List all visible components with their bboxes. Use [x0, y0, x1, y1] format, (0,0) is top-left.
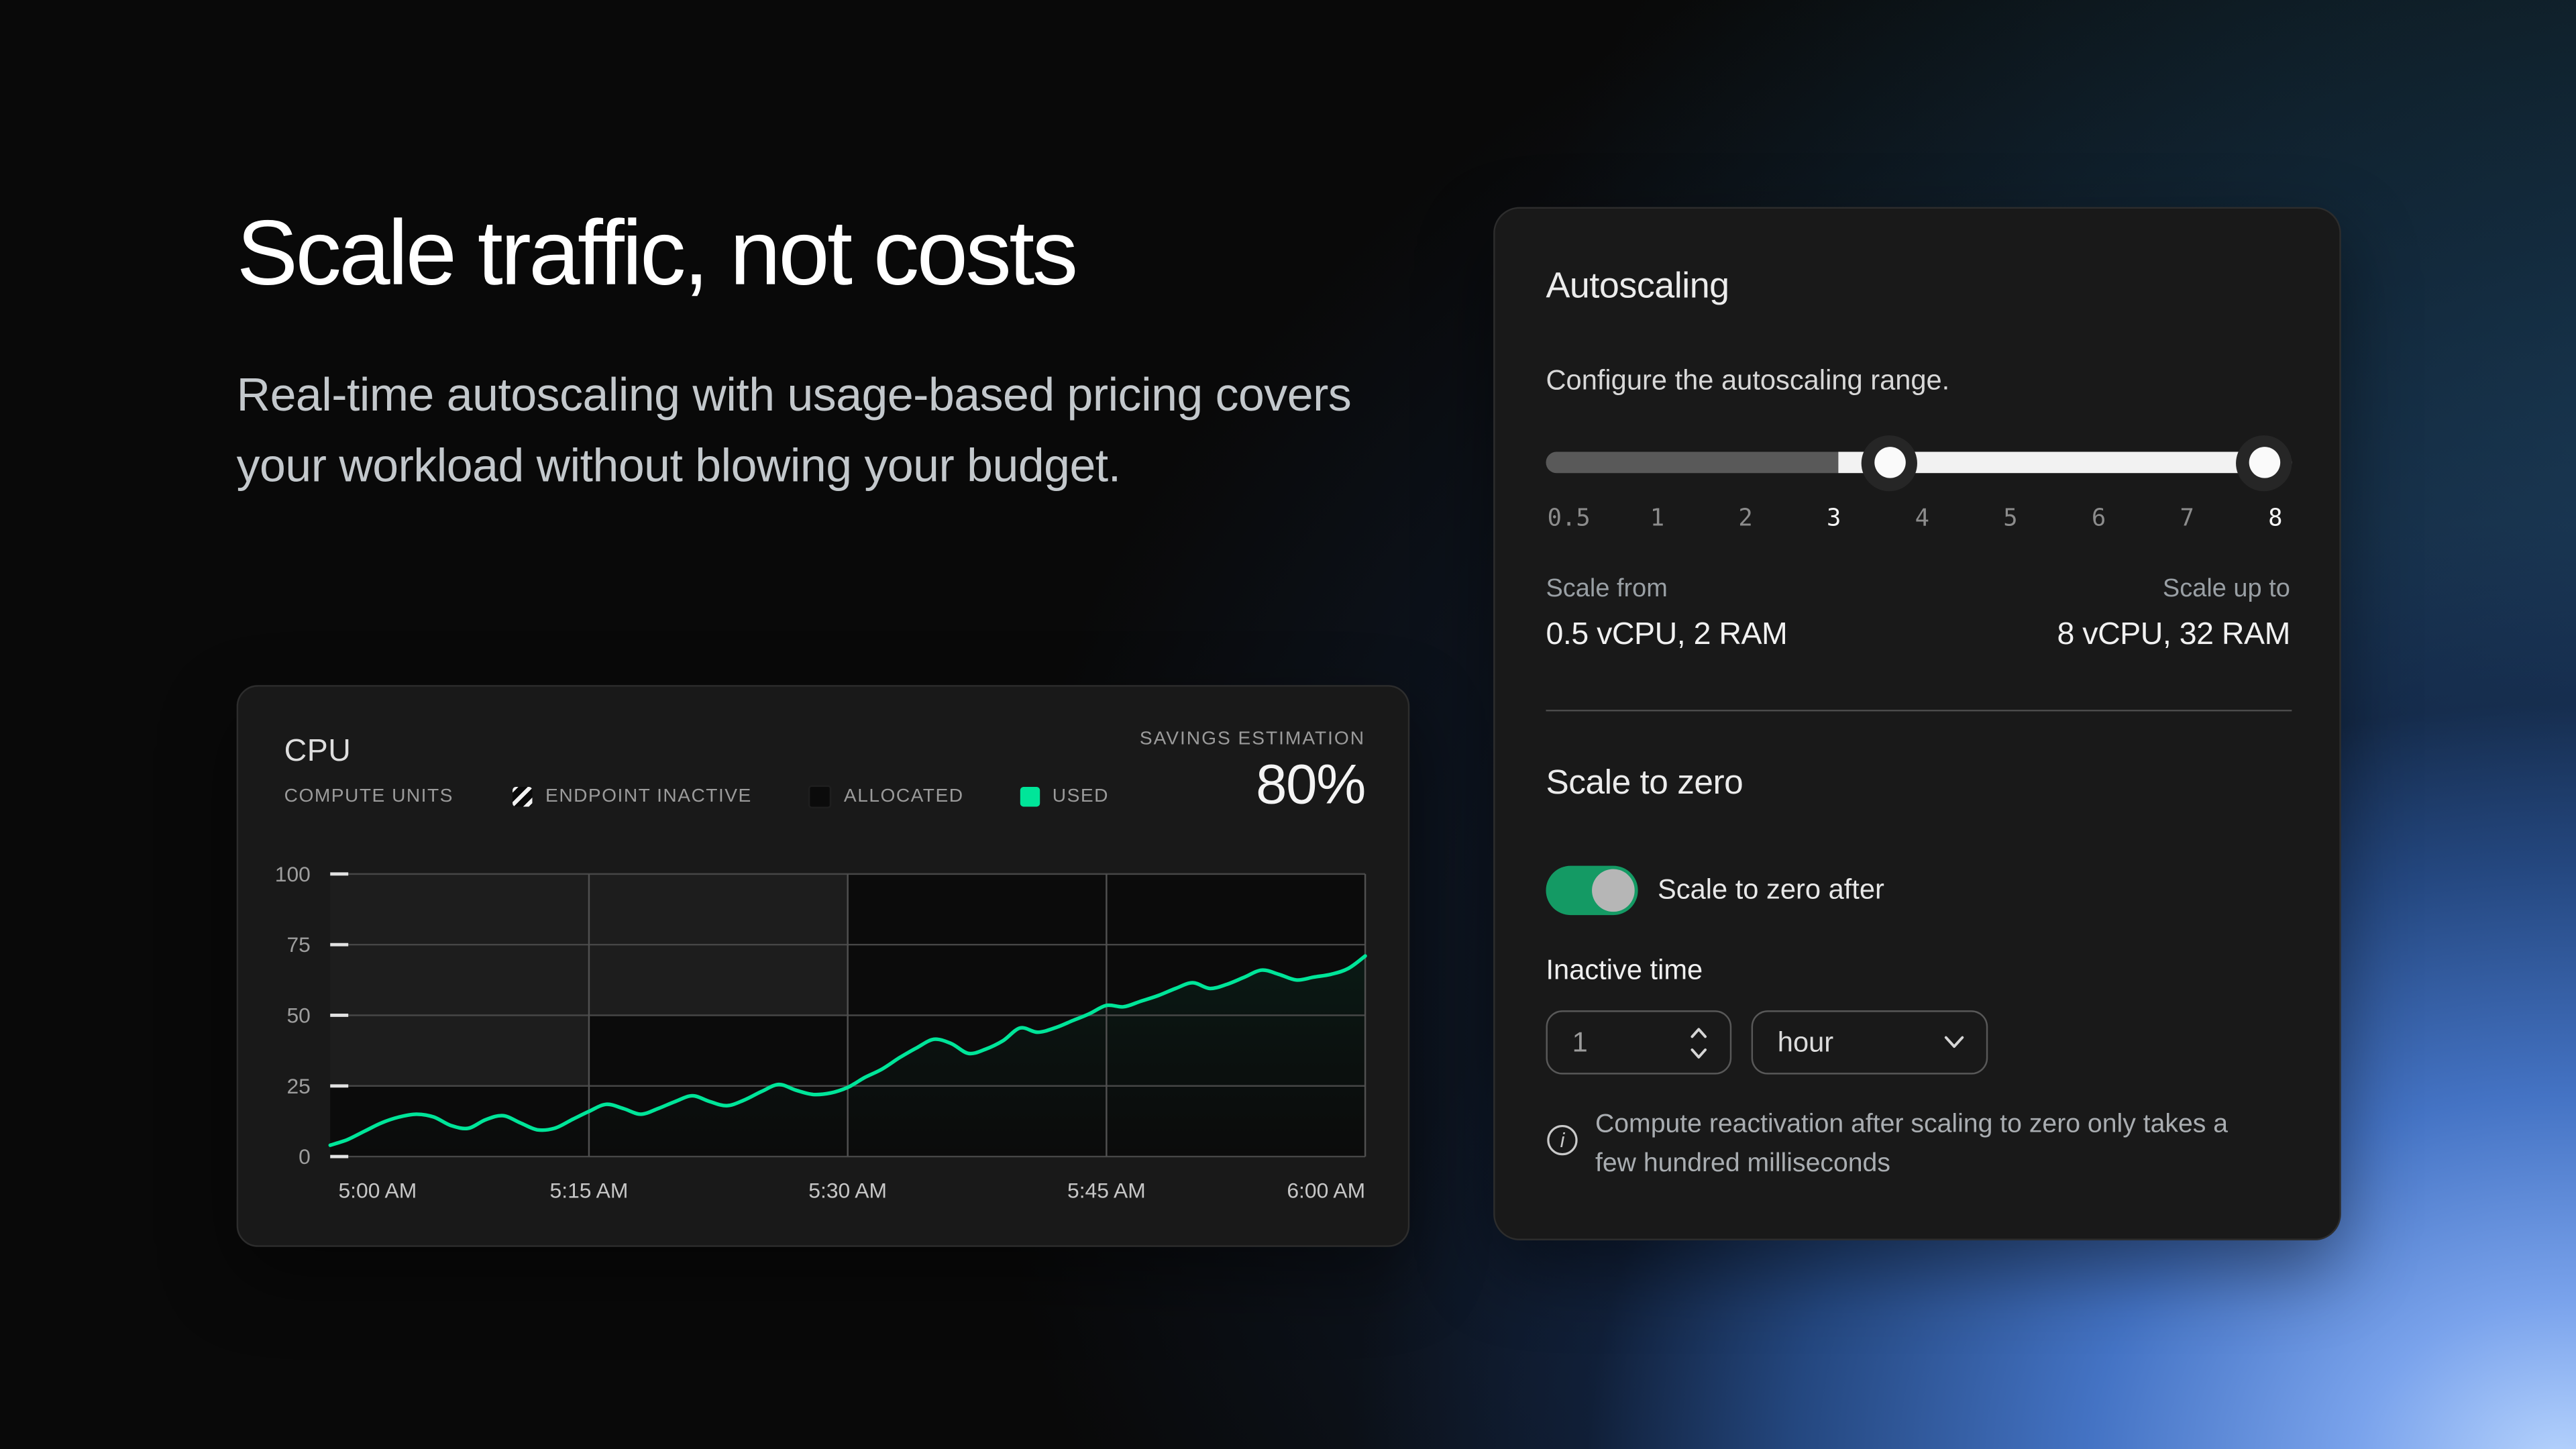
- svg-text:75: 75: [286, 932, 310, 957]
- inactive-time-unit-select[interactable]: hour: [1751, 1010, 1988, 1075]
- chevron-down-icon: [1944, 1036, 1964, 1048]
- chart-axis-label: COMPUTE UNITS: [284, 787, 453, 807]
- slider-handle-max[interactable]: [2236, 434, 2292, 491]
- info-icon: i: [1547, 1124, 1578, 1156]
- slider-tick-label: 4: [1915, 506, 1929, 533]
- svg-text:5:15 AM: 5:15 AM: [550, 1178, 629, 1202]
- slider-tick-labels: 0.5 1 2 3 4 5 6 7 8: [1546, 506, 2292, 539]
- legend-label: USED: [1052, 787, 1109, 807]
- note-text: Compute reactivation after scaling to ze…: [1595, 1110, 2229, 1177]
- scale-from-value: 0.5 vCPU, 2 RAM: [1546, 617, 1788, 653]
- stepper-up-down-icon[interactable]: [1689, 1022, 1709, 1062]
- svg-text:100: 100: [275, 862, 311, 886]
- cpu-usage-chart: 0 25 50 75 100 5:00 AM 5:15 AM 5:30 AM 5:45 AM 6:…: [275, 862, 1367, 1202]
- chart-legend: COMPUTE UNITS ENDPOINT INACTIVE ALLOCATE…: [284, 784, 1165, 810]
- svg-text:0: 0: [299, 1144, 311, 1169]
- legend-label: ALLOCATED: [843, 787, 964, 807]
- panel-title: Autoscaling: [1546, 264, 1729, 306]
- slider-tick-label: 3: [1826, 506, 1841, 533]
- svg-text:i: i: [1560, 1129, 1566, 1152]
- legend-label: ENDPOINT INACTIVE: [545, 787, 752, 807]
- page-title: Scale traffic, not costs: [236, 200, 1079, 305]
- page-subtitle: Real-time autoscaling with usage-based p…: [236, 370, 1352, 493]
- section-divider: [1546, 709, 2292, 712]
- inactive-time-amount-input[interactable]: 1: [1546, 1010, 1732, 1075]
- scale-up-to-label: Scale up to: [2162, 575, 2290, 603]
- chart-title: CPU: [284, 734, 352, 769]
- cpu-chart-card: CPU COMPUTE UNITS ENDPOINT INACTIVE ALLO…: [236, 685, 1410, 1247]
- endpoint-inactive-hatch-icon: [513, 787, 533, 807]
- savings-label: SAVINGS ESTIMATION: [1139, 729, 1366, 749]
- slider-tick-label: 0.5: [1547, 506, 1591, 533]
- slider-tick-label: 6: [2091, 506, 2106, 533]
- inactive-time-label: Inactive time: [1546, 954, 1703, 986]
- slider-tick-label: 2: [1738, 506, 1753, 533]
- scale-up-to-value: 8 vCPU, 32 RAM: [2057, 617, 2290, 653]
- toggle-label: Scale to zero after: [1658, 873, 1884, 906]
- svg-text:25: 25: [286, 1074, 310, 1098]
- autoscaling-range-slider[interactable]: [1546, 424, 2292, 503]
- scale-to-zero-toggle-row: Scale to zero after: [1546, 865, 1884, 916]
- scale-to-zero-toggle[interactable]: [1546, 865, 1638, 916]
- panel-description: Configure the autoscaling range.: [1546, 364, 1950, 396]
- legend-item-endpoint-inactive: ENDPOINT INACTIVE: [513, 787, 752, 807]
- autoscaling-panel: Autoscaling Configure the autoscaling ra…: [1493, 207, 2341, 1240]
- hero-section: Scale traffic, not costs Real-time autos…: [237, 201, 1419, 503]
- slider-tick-label: 8: [2268, 506, 2283, 533]
- svg-text:6:00 AM: 6:00 AM: [1287, 1178, 1365, 1202]
- svg-text:50: 50: [286, 1003, 310, 1027]
- scale-to-zero-title: Scale to zero: [1546, 763, 1743, 802]
- allocated-swatch-icon: [808, 785, 831, 808]
- svg-text:5:30 AM: 5:30 AM: [808, 1178, 887, 1202]
- scale-from-label: Scale from: [1546, 575, 1668, 603]
- unit-value: hour: [1777, 1026, 1834, 1057]
- savings-value: 80%: [1256, 754, 1366, 817]
- slider-handle-min[interactable]: [1861, 434, 1917, 491]
- slider-tick-label: 5: [2003, 506, 2018, 533]
- slider-tick-label: 7: [2180, 506, 2194, 533]
- svg-text:5:00 AM: 5:00 AM: [338, 1178, 417, 1202]
- slider-tick-label: 1: [1650, 506, 1665, 533]
- legend-item-used: USED: [1019, 787, 1109, 807]
- legend-item-allocated: ALLOCATED: [808, 785, 964, 808]
- used-swatch-icon: [1019, 787, 1040, 807]
- svg-text:5:45 AM: 5:45 AM: [1067, 1178, 1146, 1202]
- amount-value: 1: [1572, 1026, 1588, 1057]
- slider-track[interactable]: [1546, 451, 2292, 474]
- savings-estimation: SAVINGS ESTIMATION 80%: [1139, 729, 1366, 818]
- reactivation-note: i Compute reactivation after scaling to …: [1546, 1106, 2252, 1183]
- toggle-knob: [1592, 869, 1635, 912]
